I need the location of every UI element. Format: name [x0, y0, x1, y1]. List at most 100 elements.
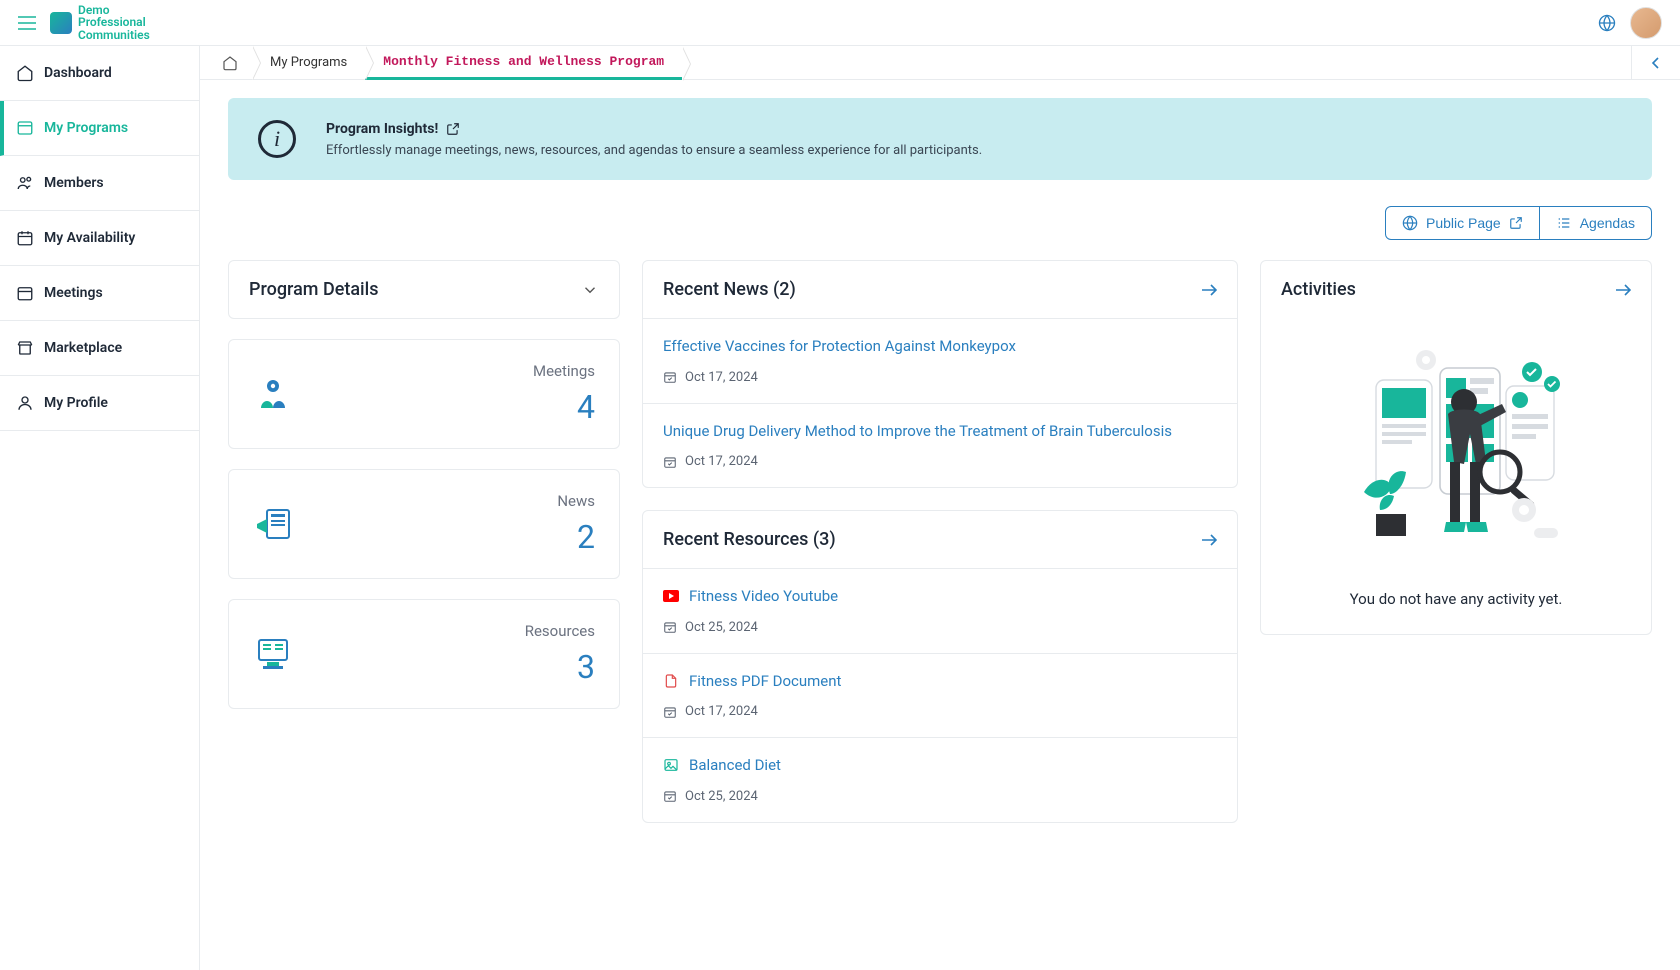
- resource-date: Oct 25, 2024: [685, 789, 758, 804]
- logo-mark: [50, 12, 72, 34]
- calendar-icon: [663, 789, 677, 803]
- program-details-header[interactable]: Program Details: [229, 261, 619, 318]
- news-view-all[interactable]: [1201, 284, 1217, 296]
- program-details-title: Program Details: [249, 279, 378, 300]
- calendar-icon: [663, 705, 677, 719]
- breadcrumb-current[interactable]: Monthly Fitness and Wellness Program: [365, 47, 682, 80]
- resource-item[interactable]: Fitness PDF Document Oct 17, 2024: [643, 653, 1237, 738]
- profile-icon: [16, 394, 34, 412]
- chevron-down-icon: [581, 281, 599, 299]
- stat-news-value: 2: [557, 518, 595, 556]
- news-date: Oct 17, 2024: [685, 454, 758, 469]
- sidebar-label: Marketplace: [44, 340, 122, 356]
- sidebar-item-my-profile[interactable]: My Profile: [0, 376, 199, 431]
- window-icon: [16, 119, 34, 137]
- sidebar-label: Members: [44, 175, 104, 191]
- list-icon: [1556, 215, 1572, 231]
- members-icon: [16, 174, 34, 192]
- recent-news-card: Recent News (2) Effective Vaccines for P…: [642, 260, 1238, 488]
- stat-resources[interactable]: Resources 3: [228, 599, 620, 709]
- news-link[interactable]: Effective Vaccines for Protection Agains…: [663, 337, 1016, 355]
- agendas-label: Agendas: [1580, 215, 1635, 231]
- public-page-label: Public Page: [1426, 215, 1501, 231]
- sidebar-item-marketplace[interactable]: Marketplace: [0, 321, 199, 376]
- globe-icon: [1402, 215, 1418, 231]
- activities-title: Activities: [1281, 279, 1356, 300]
- stat-meetings[interactable]: Meetings 4: [228, 339, 620, 449]
- resource-link[interactable]: Fitness PDF Document: [689, 670, 841, 693]
- breadcrumb-back[interactable]: [1631, 46, 1680, 79]
- resource-date: Oct 25, 2024: [685, 620, 758, 635]
- sidebar-item-meetings[interactable]: Meetings: [0, 266, 199, 321]
- program-details-card: Program Details: [228, 260, 620, 319]
- meetings-stat-icon: [253, 374, 293, 414]
- insight-desc: Effortlessly manage meetings, news, reso…: [326, 143, 982, 158]
- user-avatar[interactable]: [1630, 7, 1662, 39]
- resource-link[interactable]: Balanced Diet: [689, 754, 781, 777]
- pdf-icon: [663, 673, 679, 689]
- resource-item[interactable]: Balanced Diet Oct 25, 2024: [643, 737, 1237, 822]
- marketplace-icon: [16, 339, 34, 357]
- calendar-icon: [663, 620, 677, 634]
- home-icon: [16, 64, 34, 82]
- resources-stat-icon: [253, 634, 293, 674]
- agendas-button[interactable]: Agendas: [1540, 206, 1652, 240]
- stat-resources-value: 3: [525, 648, 595, 686]
- menu-toggle[interactable]: [18, 16, 36, 30]
- resource-item[interactable]: Fitness Video Youtube Oct 25, 2024: [643, 568, 1237, 653]
- brand-line2: Professional: [78, 16, 150, 29]
- sidebar: Dashboard My Programs Members My Availab…: [0, 46, 200, 970]
- recent-resources-title: Recent Resources (3): [663, 529, 836, 550]
- news-stat-icon: [253, 504, 293, 544]
- sidebar-label: Dashboard: [44, 65, 112, 81]
- breadcrumb-parent[interactable]: My Programs: [252, 46, 365, 79]
- sidebar-label: My Profile: [44, 395, 108, 411]
- stat-meetings-label: Meetings: [533, 362, 595, 380]
- breadcrumb-home[interactable]: [208, 46, 252, 79]
- resource-link[interactable]: Fitness Video Youtube: [689, 585, 838, 608]
- image-icon: [663, 757, 679, 773]
- sidebar-label: My Availability: [44, 230, 135, 246]
- resources-view-all[interactable]: [1201, 534, 1217, 546]
- external-link-icon: [1509, 216, 1523, 230]
- sidebar-item-dashboard[interactable]: Dashboard: [0, 46, 199, 101]
- language-icon[interactable]: [1598, 14, 1616, 32]
- brand-line3: Communities: [78, 29, 150, 42]
- sidebar-item-my-availability[interactable]: My Availability: [0, 211, 199, 266]
- sidebar-item-my-programs[interactable]: My Programs: [0, 101, 199, 156]
- brand-logo[interactable]: Demo Professional Communities: [50, 4, 150, 42]
- stat-resources-label: Resources: [525, 622, 595, 640]
- external-link-icon: [446, 122, 460, 136]
- youtube-icon: [663, 590, 679, 602]
- meetings-icon: [16, 284, 34, 302]
- breadcrumb-parent-label: My Programs: [270, 55, 347, 70]
- activities-empty-text: You do not have any activity yet.: [1281, 590, 1631, 608]
- sidebar-item-members[interactable]: Members: [0, 156, 199, 211]
- public-page-button[interactable]: Public Page: [1385, 206, 1540, 240]
- calendar-icon: [663, 370, 677, 384]
- stat-meetings-value: 4: [533, 388, 595, 426]
- news-item[interactable]: Unique Drug Delivery Method to Improve t…: [643, 403, 1237, 488]
- activities-card: Activities: [1260, 260, 1652, 635]
- sidebar-label: Meetings: [44, 285, 103, 301]
- program-insights-banner: i Program Insights! Effortlessly manage …: [228, 98, 1652, 180]
- stat-news[interactable]: News 2: [228, 469, 620, 579]
- calendar-icon: [663, 455, 677, 469]
- activities-illustration: [1346, 342, 1566, 572]
- news-link[interactable]: Unique Drug Delivery Method to Improve t…: [663, 422, 1172, 440]
- recent-resources-card: Recent Resources (3) Fitness Video Youtu…: [642, 510, 1238, 823]
- back-icon: [1650, 57, 1662, 69]
- resource-date: Oct 17, 2024: [685, 704, 758, 719]
- info-icon: i: [258, 120, 296, 158]
- news-item[interactable]: Effective Vaccines for Protection Agains…: [643, 318, 1237, 403]
- activities-view-all[interactable]: [1615, 284, 1631, 296]
- insight-title-row[interactable]: Program Insights!: [326, 121, 460, 137]
- availability-icon: [16, 229, 34, 247]
- home-icon: [222, 55, 238, 71]
- breadcrumb-current-label: Monthly Fitness and Wellness Program: [383, 54, 664, 69]
- sidebar-label: My Programs: [44, 120, 128, 136]
- recent-news-title: Recent News (2): [663, 279, 796, 300]
- insight-title: Program Insights!: [326, 121, 438, 137]
- news-date: Oct 17, 2024: [685, 370, 758, 385]
- stat-news-label: News: [557, 492, 595, 510]
